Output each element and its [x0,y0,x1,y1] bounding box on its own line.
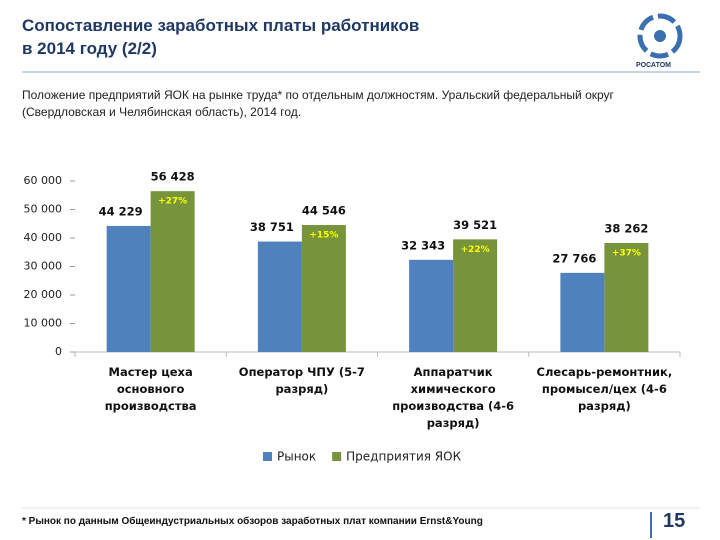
legend-swatch [332,452,342,461]
logo-emblem [637,13,683,59]
value-label: 27 766 [552,251,596,265]
bar [150,191,195,352]
value-label: 32 343 [401,238,445,252]
x-tick-label: Мастер цеха основного производства [104,365,197,413]
x-tick-label: Оператор ЧПУ (5-7 разряд) [238,365,365,396]
y-tick-label: 30 000 [24,260,63,273]
y-tick-label: 50 000 [24,203,63,216]
title: Сопоставление заработных платы работнико… [22,16,420,58]
bar [257,241,302,352]
page-number: 15 [663,510,686,532]
bar [106,225,151,352]
value-label: 39 521 [453,218,497,232]
value-label: 38 262 [604,221,648,235]
y-tick-label: 10 000 [24,317,63,330]
y-tick-label: 20 000 [24,288,63,301]
footnote: * Рынок по данным Общеиндустриальных обз… [22,516,483,527]
x-tick-label: Аппаратчик химического производства (4-6… [392,365,515,430]
legend-label: Предприятия ЯОК [346,450,461,464]
bar [560,272,605,352]
value-label: 44 546 [302,204,346,218]
logo-text: РОСАТОМ [636,62,671,69]
value-label: 38 751 [250,220,294,234]
bar [604,242,649,352]
x-tick-label: Слесарь-ремонтник, промысел/цех (4-6 раз… [536,365,673,413]
bar [453,239,498,352]
annotation: +27% [158,197,187,207]
bar [409,259,454,352]
value-label: 44 229 [99,204,143,218]
annotation: +22% [461,245,490,255]
annotation: +37% [612,248,641,258]
legend-label: Рынок [277,450,316,464]
y-tick-label: 40 000 [24,231,63,244]
annotation: +15% [309,231,338,241]
y-tick-label: 0 [55,345,62,358]
y-tick-label: 60 000 [24,174,63,187]
value-label: 56 428 [151,170,195,184]
subtitle: Положение предприятий ЯОК на рынке труда… [22,88,614,119]
legend-swatch [263,452,272,461]
bar [301,225,346,352]
